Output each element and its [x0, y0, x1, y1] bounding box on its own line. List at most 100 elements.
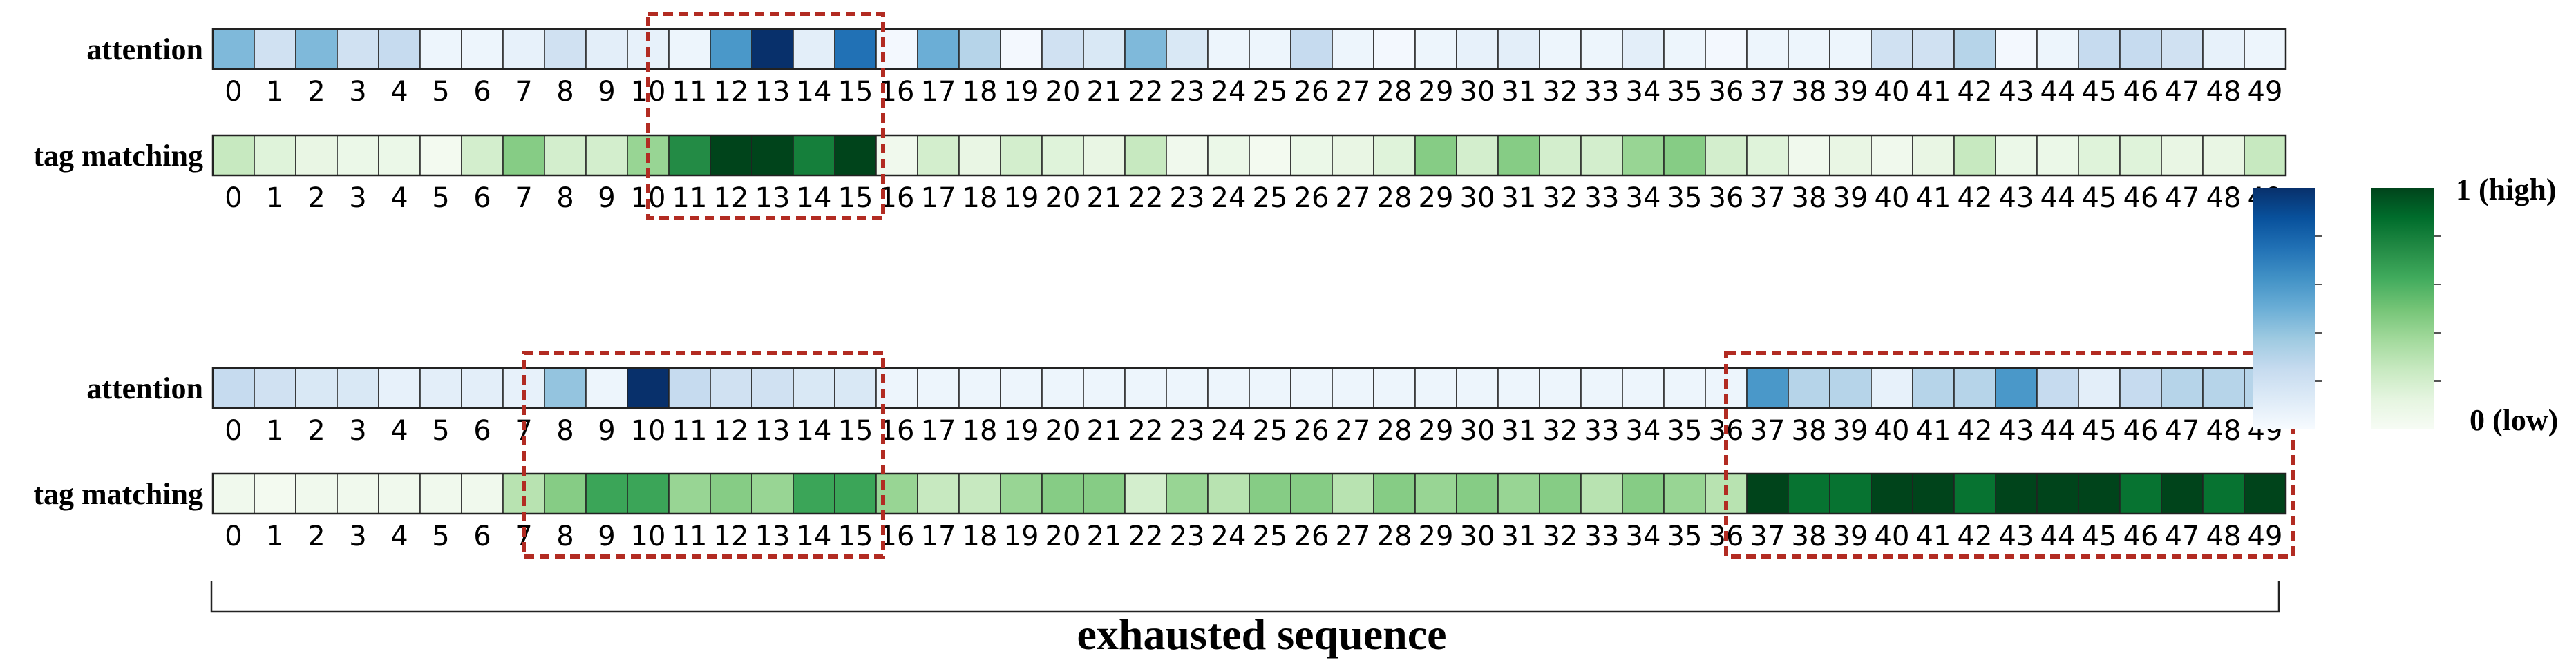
- figure-caption: exhausted sequence: [1077, 610, 1446, 659]
- tick-label: 19: [1004, 76, 1039, 108]
- colorbar-greens: [2371, 188, 2434, 429]
- tick-label: 43: [1999, 521, 2034, 552]
- heatmap-cell: [710, 28, 752, 70]
- tick-label: 29: [1419, 415, 1454, 447]
- heatmap-cell: [1249, 473, 1291, 514]
- heatmap-cell: [585, 367, 628, 409]
- tick-label: 45: [2082, 415, 2117, 447]
- heatmap-cell: [419, 473, 462, 514]
- heatmap-cell: [295, 367, 338, 409]
- heatmap-cell: [793, 367, 835, 409]
- tick-label: 23: [1170, 76, 1205, 108]
- heatmap-cell: [917, 28, 960, 70]
- tick-label: 49: [2248, 521, 2283, 552]
- tick-label: 37: [1750, 415, 1786, 447]
- heatmap-cell: [793, 28, 835, 70]
- tick-label: 12: [714, 76, 749, 108]
- heatmap-cell: [1083, 367, 1126, 409]
- heatmap-cell: [1290, 28, 1333, 70]
- heatmap-cell: [212, 135, 255, 176]
- heatmap-cell: [1539, 473, 1582, 514]
- heatmap-cell: [2202, 28, 2245, 70]
- tick-label: 6: [473, 415, 491, 447]
- tick-label: 41: [1916, 182, 1951, 214]
- tick-label: 15: [838, 521, 873, 552]
- heatmap-cell: [2244, 135, 2286, 176]
- tick-label: 36: [1709, 182, 1744, 214]
- heatmap-cell: [1041, 135, 1084, 176]
- highlight-box: [1724, 351, 2295, 559]
- heatmap-cell: [1414, 473, 1457, 514]
- heatmap-cell: [2202, 473, 2245, 514]
- heatmap-cell: [1995, 473, 2038, 514]
- heatmap-cell: [2036, 28, 2079, 70]
- tick-label: 2: [307, 182, 325, 214]
- heatmap-cell: [751, 367, 794, 409]
- tick-label: 6: [473, 521, 491, 552]
- tick-label: 18: [963, 521, 998, 552]
- tick-label: 20: [1045, 415, 1081, 447]
- tick-label: 34: [1626, 415, 1661, 447]
- heatmap-cell: [502, 367, 545, 409]
- heatmap-cell: [1000, 135, 1043, 176]
- heatmap-cell: [1580, 135, 1623, 176]
- tick-label: 32: [1543, 521, 1578, 552]
- heatmap-cell: [1456, 473, 1499, 514]
- tick-label: 35: [1667, 182, 1703, 214]
- tick-label: 21: [1087, 182, 1122, 214]
- heatmap-cell: [1788, 135, 1830, 176]
- colorbar-blues: [2253, 188, 2315, 429]
- tick-label: 3: [349, 76, 366, 108]
- heatmap-cell: [1414, 135, 1457, 176]
- heatmap-cell: [2036, 473, 2079, 514]
- colorbar: 1 (high) 0 (low): [2253, 173, 2558, 437]
- tick-label: 2: [307, 521, 325, 552]
- row-label-attention: attention: [86, 32, 203, 66]
- tick-label: 47: [2165, 182, 2200, 214]
- heatmap-cell: [254, 135, 296, 176]
- tick-label: 47: [2165, 521, 2200, 552]
- heatmap-cell: [875, 135, 918, 176]
- heatmap-cell: [1580, 473, 1623, 514]
- heatmap-cell: [1000, 28, 1043, 70]
- tick-label: 40: [1875, 521, 1910, 552]
- tick-label: 3: [349, 521, 366, 552]
- tick-label: 29: [1419, 521, 1454, 552]
- tick-label: 32: [1543, 76, 1578, 108]
- heatmap-cell: [2078, 135, 2121, 176]
- tick-label: 28: [1377, 415, 1412, 447]
- heatmap-cell: [1622, 28, 1665, 70]
- heatmap-cell: [875, 473, 918, 514]
- tick-label: 10: [631, 415, 666, 447]
- tick-label: 41: [1916, 521, 1951, 552]
- heatmap-cell: [958, 135, 1001, 176]
- heatmap-cell: [1041, 473, 1084, 514]
- tick-label: 41: [1916, 76, 1951, 108]
- heatmap-cell: [1912, 473, 1955, 514]
- tick-label: 16: [880, 182, 915, 214]
- heatmap-cell: [2036, 367, 2079, 409]
- tick-label: 12: [714, 521, 749, 552]
- heatmap-cell: [419, 367, 462, 409]
- tick-label: 1: [266, 415, 283, 447]
- tick-label: 14: [797, 76, 832, 108]
- heatmap-cell: [2244, 28, 2286, 70]
- heatmap-row-border: [211, 134, 2287, 177]
- tick-label: 17: [921, 76, 956, 108]
- heatmap-cell: [378, 135, 421, 176]
- heatmap-cell: [668, 473, 711, 514]
- heatmap-cell: [1871, 135, 1913, 176]
- heatmap-cell: [1207, 135, 1250, 176]
- tick-label: 30: [1460, 521, 1495, 552]
- tick-label: 19: [1004, 521, 1039, 552]
- tick-label: 2: [307, 76, 325, 108]
- tick-label: 40: [1875, 415, 1910, 447]
- heatmap-row-border: [211, 472, 2287, 515]
- tick-label: 5: [432, 182, 449, 214]
- tick-label: 28: [1377, 521, 1412, 552]
- heatmap-cell: [337, 367, 379, 409]
- heatmap-cell: [1912, 28, 1955, 70]
- tick-label: 35: [1667, 415, 1703, 447]
